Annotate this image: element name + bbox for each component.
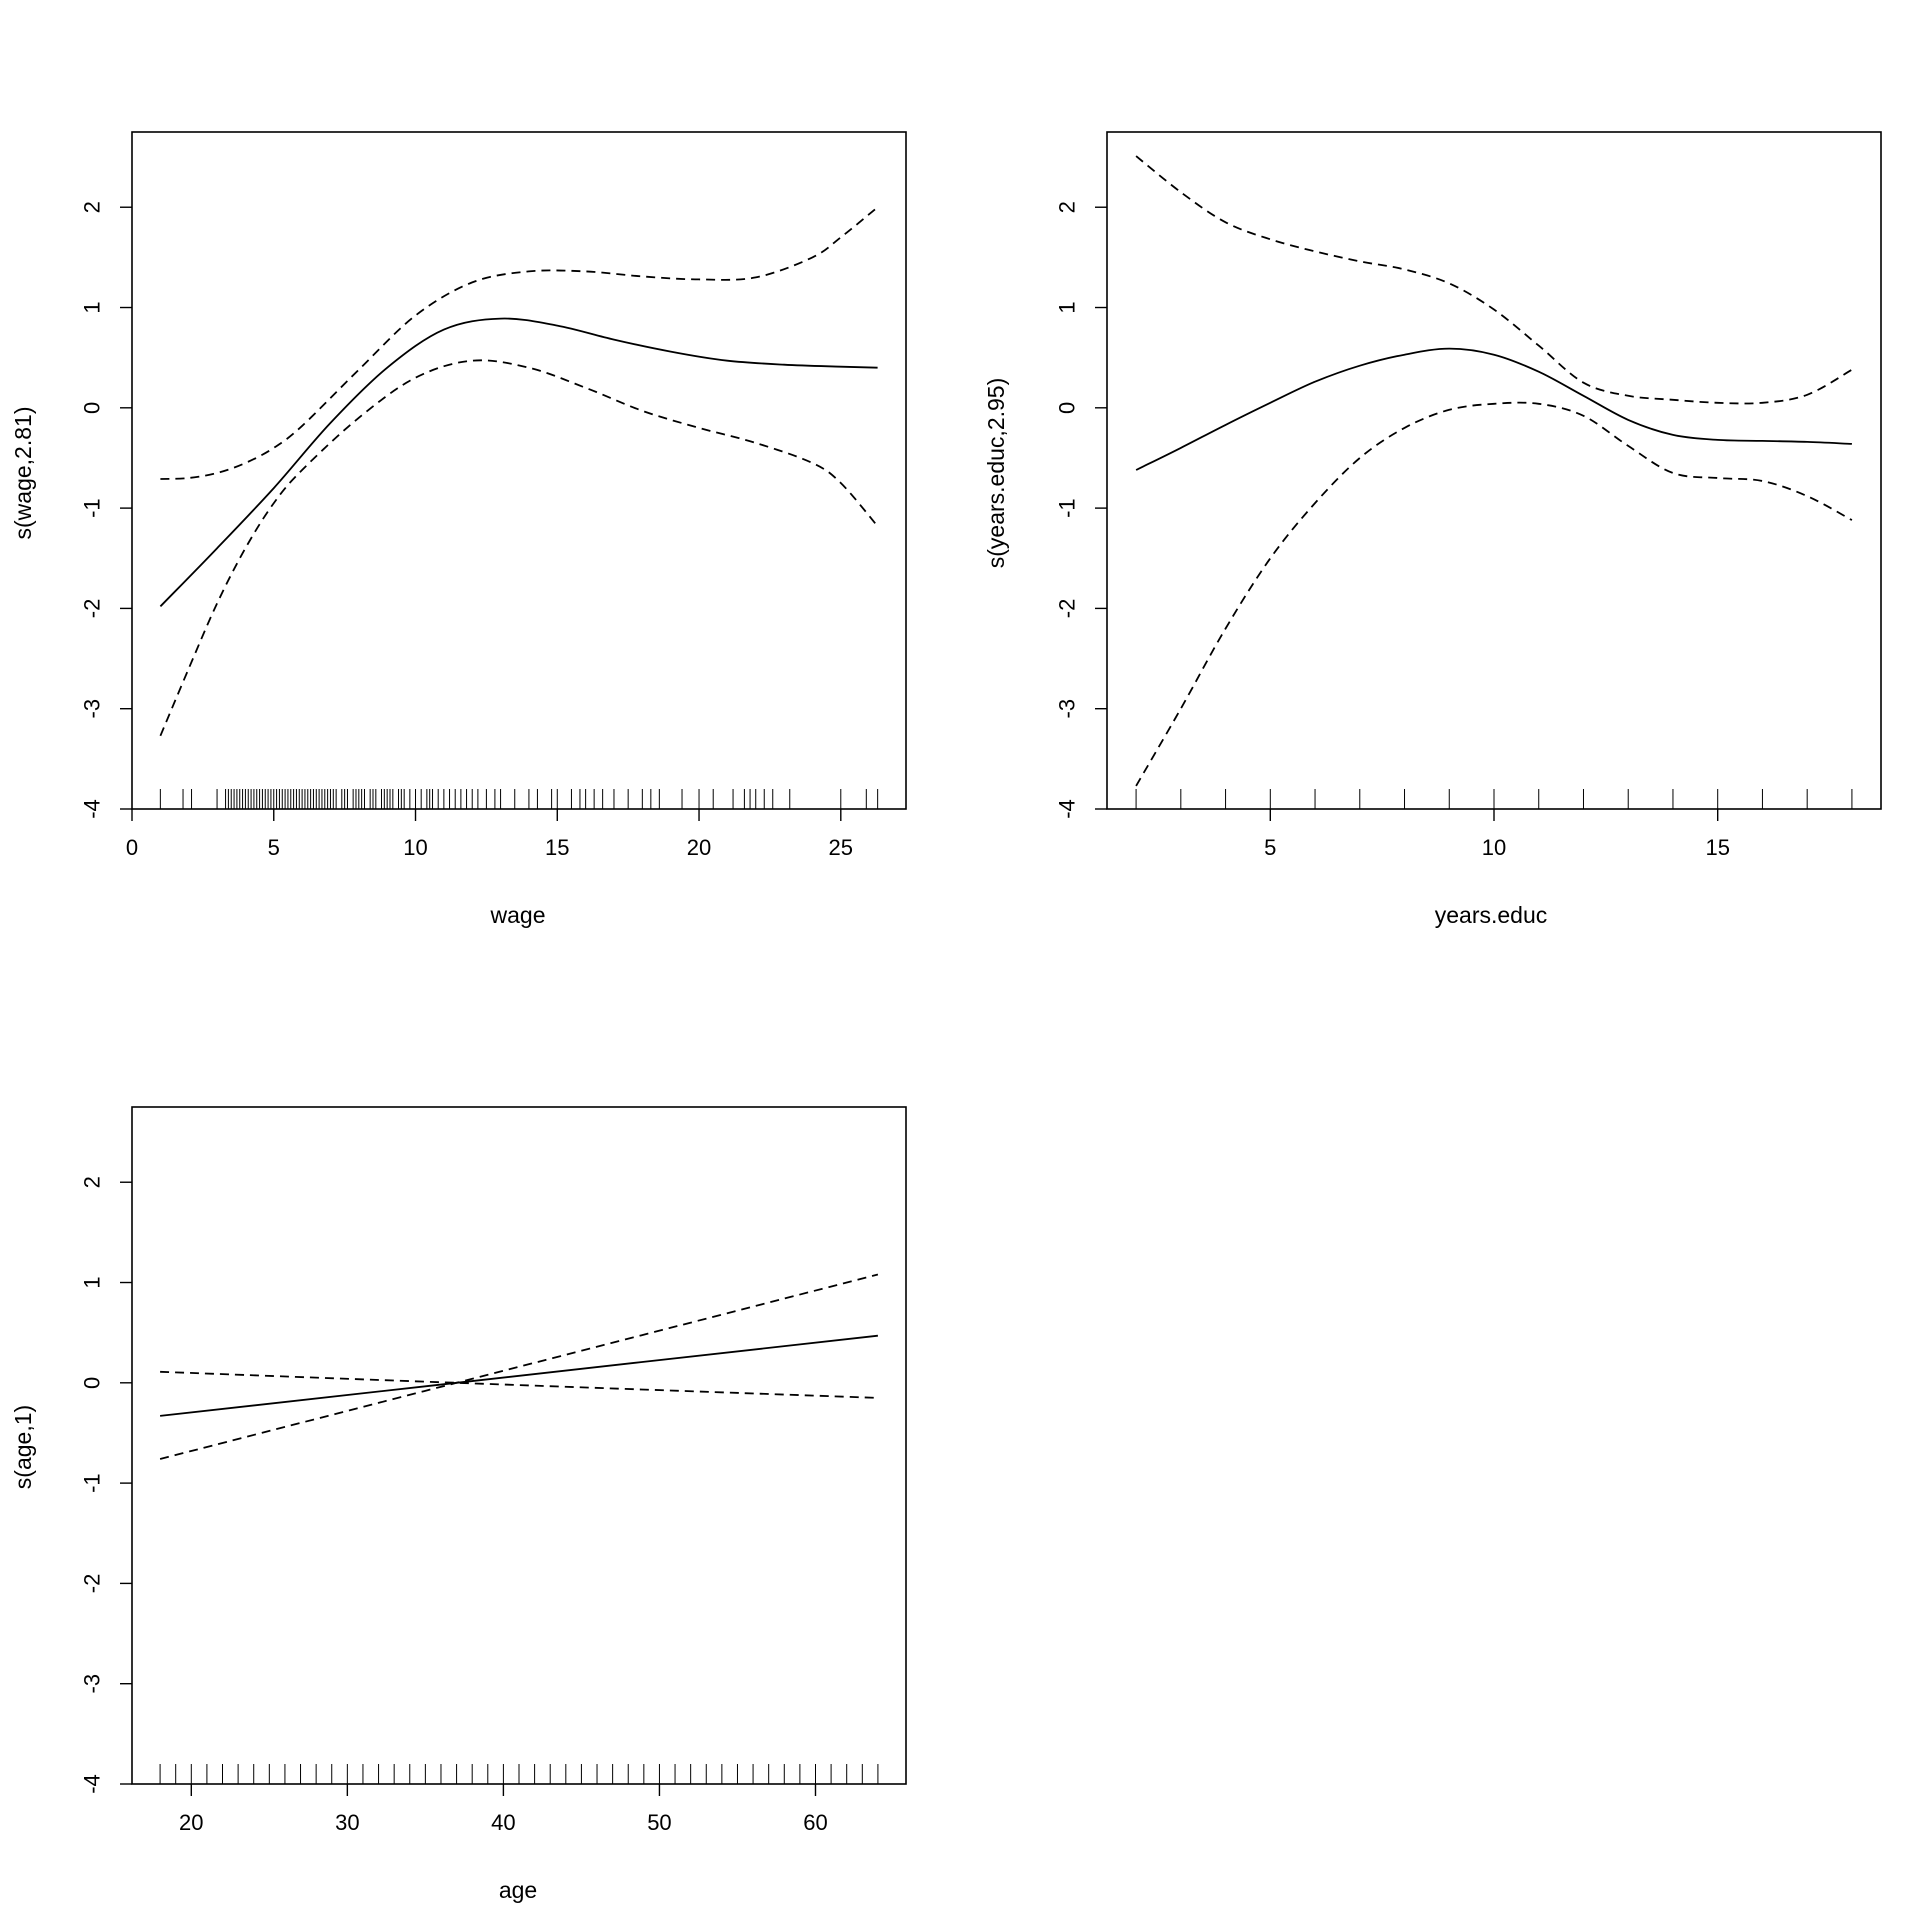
smooth-estimate-line bbox=[160, 1334, 878, 1417]
x-tick-label: 50 bbox=[647, 1810, 671, 1835]
y-axis-title: s(wage,2.81) bbox=[10, 407, 36, 540]
x-tick-label: 20 bbox=[179, 1810, 203, 1835]
x-tick-label: 20 bbox=[687, 835, 711, 860]
x-tick-label: 15 bbox=[1705, 835, 1729, 860]
y-tick-label: -1 bbox=[80, 498, 105, 518]
panel-years-educ: years.educ s(years.educ,2.95) 5 10 15-4-3-… bbox=[983, 131, 1882, 928]
x-tick-label: 0 bbox=[126, 835, 138, 860]
x-tick-label: 5 bbox=[1264, 835, 1276, 860]
y-tick-label: -3 bbox=[1055, 699, 1080, 719]
confidence-band-line bbox=[159, 1273, 879, 1460]
y-tick-label: -4 bbox=[80, 799, 105, 819]
confidence-band-line bbox=[159, 359, 879, 737]
y-tick-label: 0 bbox=[80, 1377, 105, 1389]
y-tick-label: -2 bbox=[80, 1574, 105, 1594]
x-tick-label: 10 bbox=[1482, 835, 1506, 860]
smooth-estimate-line bbox=[1135, 347, 1852, 471]
x-tick-label: 15 bbox=[545, 835, 569, 860]
y-tick-label: -2 bbox=[1055, 599, 1080, 619]
y-tick-label: -1 bbox=[80, 1473, 105, 1493]
y-tick-label: -3 bbox=[80, 1674, 105, 1694]
y-axis-title: s(age,1) bbox=[10, 1405, 36, 1489]
y-tick-label: 1 bbox=[80, 301, 105, 313]
x-tick-label: 30 bbox=[335, 1810, 359, 1835]
y-tick-label: 0 bbox=[80, 402, 105, 414]
smooth-estimate-line bbox=[159, 317, 878, 608]
y-tick-label: 2 bbox=[1055, 201, 1080, 213]
y-tick-label: 2 bbox=[80, 1176, 105, 1188]
x-tick-label: 60 bbox=[803, 1810, 827, 1835]
y-tick-label: 2 bbox=[80, 201, 105, 213]
panel-wage: wage s(wage,2.81) 0 5 10 15 20 25 -4 -3 -2 -1 0 1 2 bbox=[10, 131, 907, 928]
plot-frame bbox=[131, 1106, 907, 1785]
confidence-band-line bbox=[1135, 401, 1853, 787]
plot-frame bbox=[131, 131, 907, 810]
plot-frame bbox=[1106, 131, 1882, 810]
x-tick-label: 5 bbox=[268, 835, 280, 860]
y-axis-title: s(years.educ,2.95) bbox=[983, 378, 1009, 568]
x-axis-title: age bbox=[499, 1877, 537, 1903]
x-tick-label: 25 bbox=[829, 835, 853, 860]
panel-age: age s(age,1) 20 30 40 50 60 -4 -3 -2 -1 0 1 2 bbox=[10, 1106, 907, 1903]
y-tick-label: -3 bbox=[80, 699, 105, 719]
confidence-band-line bbox=[1135, 155, 1853, 405]
y-tick-label: 1 bbox=[1055, 301, 1080, 313]
x-axis-title: wage bbox=[490, 902, 546, 928]
y-tick-label: -4 bbox=[80, 1774, 105, 1794]
x-tick-label: 10 bbox=[403, 835, 427, 860]
x-tick-label: 40 bbox=[491, 1810, 515, 1835]
y-tick-label: -1 bbox=[1055, 498, 1080, 518]
y-tick-label: -2 bbox=[80, 599, 105, 619]
y-tick-label: 1 bbox=[80, 1276, 105, 1288]
x-axis-title: years.educ bbox=[1435, 902, 1548, 928]
y-tick-label: 0 bbox=[1055, 402, 1080, 414]
confidence-band-line bbox=[160, 206, 879, 480]
y-tick-label: -4 bbox=[1055, 799, 1080, 819]
confidence-band-line bbox=[160, 1370, 878, 1399]
